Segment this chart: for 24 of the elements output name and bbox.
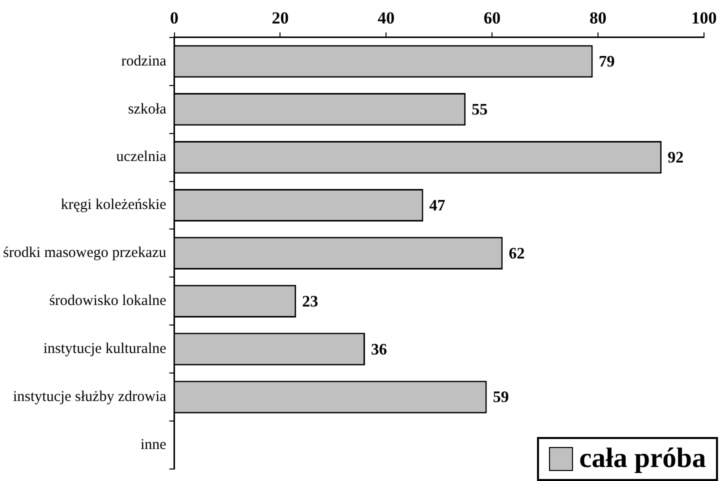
y-tick-label: instytucje służby zdrowia [12,389,167,406]
x-tick-label: 60 [484,8,501,28]
x-tick-label: 20 [272,8,289,28]
data-label: 59 [492,389,509,406]
data-label: 62 [508,245,525,262]
data-label: 47 [429,197,446,214]
x-tick-label: 0 [170,8,179,28]
y-tick-label: szkoła [128,101,167,118]
data-label: 79 [598,54,615,71]
data-label: 36 [370,341,387,358]
y-tick-label: uczelnia [116,149,167,166]
x-tick-label: 100 [691,8,717,28]
x-tick-label: 40 [378,8,395,28]
data-label: 55 [472,101,488,118]
y-tick-label: kręgi koleżeńskie [60,197,167,214]
data-label: 92 [668,149,684,166]
y-tick-label: środowisko lokalne [49,293,167,310]
data-label: 23 [302,293,318,310]
y-tick-label: inne [140,436,167,453]
y-tick-label: instytucje kulturalne [43,341,167,358]
x-tick-label: 80 [590,8,607,28]
y-tick-label: środki masowego przekazu [3,245,167,262]
legend-label: cała próba [579,443,706,475]
y-tick-label: rodzina [121,53,167,70]
